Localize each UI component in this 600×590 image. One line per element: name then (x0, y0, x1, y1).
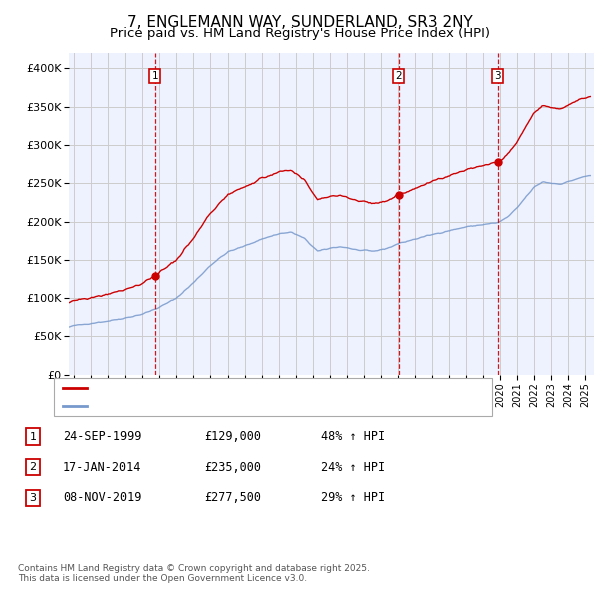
Text: 08-NOV-2019: 08-NOV-2019 (63, 491, 142, 504)
Text: Price paid vs. HM Land Registry's House Price Index (HPI): Price paid vs. HM Land Registry's House … (110, 27, 490, 40)
Text: 7, ENGLEMANN WAY, SUNDERLAND, SR3 2NY: 7, ENGLEMANN WAY, SUNDERLAND, SR3 2NY (127, 15, 473, 30)
Text: 3: 3 (494, 71, 501, 81)
Text: 3: 3 (29, 493, 37, 503)
Text: £235,000: £235,000 (204, 461, 261, 474)
Text: £277,500: £277,500 (204, 491, 261, 504)
Text: Contains HM Land Registry data © Crown copyright and database right 2025.
This d: Contains HM Land Registry data © Crown c… (18, 563, 370, 583)
Text: 1: 1 (151, 71, 158, 81)
Text: 29% ↑ HPI: 29% ↑ HPI (321, 491, 385, 504)
Text: 24-SEP-1999: 24-SEP-1999 (63, 430, 142, 443)
Text: 24% ↑ HPI: 24% ↑ HPI (321, 461, 385, 474)
Text: £129,000: £129,000 (204, 430, 261, 443)
Text: 17-JAN-2014: 17-JAN-2014 (63, 461, 142, 474)
Text: 2: 2 (29, 463, 37, 472)
Text: 7, ENGLEMANN WAY, SUNDERLAND, SR3 2NY (detached house): 7, ENGLEMANN WAY, SUNDERLAND, SR3 2NY (d… (91, 384, 421, 394)
Text: HPI: Average price, detached house, Sunderland: HPI: Average price, detached house, Sund… (91, 401, 344, 411)
Text: 48% ↑ HPI: 48% ↑ HPI (321, 430, 385, 443)
Text: 2: 2 (395, 71, 402, 81)
Text: 1: 1 (29, 432, 37, 441)
